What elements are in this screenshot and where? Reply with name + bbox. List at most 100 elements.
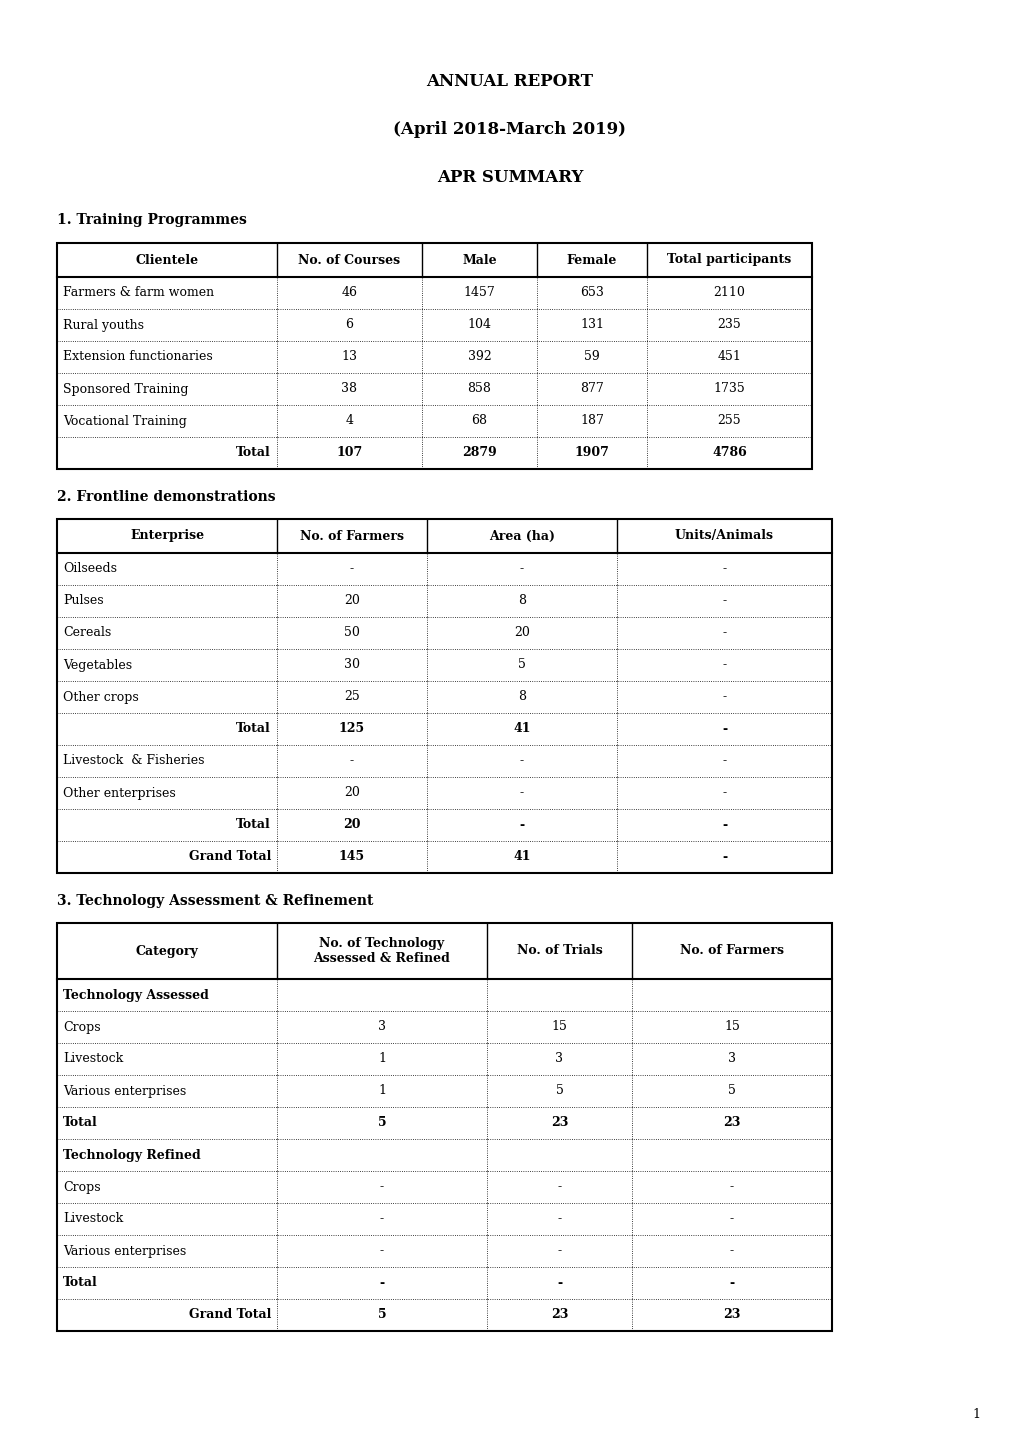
Text: 2879: 2879	[462, 447, 496, 460]
Text: Vegetables: Vegetables	[63, 659, 132, 672]
Text: 3: 3	[378, 1020, 385, 1033]
Text: 25: 25	[343, 690, 360, 703]
Text: 23: 23	[722, 1117, 740, 1130]
Text: 15: 15	[551, 1020, 567, 1033]
Text: 451: 451	[716, 350, 741, 363]
Text: 5: 5	[555, 1085, 562, 1098]
Text: 3. Technology Assessment & Refinement: 3. Technology Assessment & Refinement	[57, 893, 373, 908]
Bar	[57, 519, 832, 873]
Text: 8: 8	[518, 690, 526, 703]
Text: 20: 20	[343, 787, 360, 800]
Text: 858: 858	[467, 382, 491, 395]
Text: -: -	[730, 1212, 734, 1225]
Text: Grand Total: Grand Total	[189, 850, 271, 863]
Text: 131: 131	[580, 318, 603, 331]
Text: Extension functionaries: Extension functionaries	[63, 350, 213, 363]
Text: Total: Total	[236, 447, 271, 460]
Text: 877: 877	[580, 382, 603, 395]
Text: 46: 46	[341, 287, 357, 300]
Text: 2110: 2110	[713, 287, 745, 300]
Text: Various enterprises: Various enterprises	[63, 1245, 186, 1258]
Text: -: -	[350, 562, 354, 575]
Text: -: -	[520, 755, 524, 768]
Text: Other enterprises: Other enterprises	[63, 787, 175, 800]
Text: -: -	[520, 787, 524, 800]
Text: 5: 5	[728, 1085, 736, 1098]
Text: -: -	[379, 1212, 384, 1225]
Text: 13: 13	[341, 350, 357, 363]
Text: 68: 68	[471, 415, 487, 428]
Text: 392: 392	[467, 350, 491, 363]
Text: -: -	[379, 1245, 384, 1258]
Text: Area (ha): Area (ha)	[488, 529, 554, 542]
Text: Technology Assessed: Technology Assessed	[63, 989, 209, 1001]
Text: Rural youths: Rural youths	[63, 318, 144, 331]
Text: Enterprise: Enterprise	[129, 529, 204, 542]
Text: -: -	[729, 1277, 734, 1290]
Text: 1: 1	[378, 1085, 385, 1098]
Text: -: -	[721, 850, 727, 863]
Text: 5: 5	[377, 1308, 386, 1321]
Text: 15: 15	[723, 1020, 739, 1033]
Text: No. of Trials: No. of Trials	[516, 944, 602, 957]
Text: 8: 8	[518, 595, 526, 608]
Text: 50: 50	[343, 627, 360, 640]
Text: 125: 125	[338, 722, 365, 735]
Text: -: -	[721, 787, 726, 800]
Text: Farmers & farm women: Farmers & farm women	[63, 287, 214, 300]
Text: Sponsored Training: Sponsored Training	[63, 382, 189, 395]
Text: 5: 5	[518, 659, 526, 672]
Text: 4786: 4786	[711, 447, 746, 460]
Text: Other crops: Other crops	[63, 690, 139, 703]
Text: 59: 59	[584, 350, 599, 363]
Text: -: -	[721, 755, 726, 768]
Text: -: -	[730, 1180, 734, 1193]
Text: -: -	[721, 659, 726, 672]
Text: -: -	[721, 690, 726, 703]
Text: 1457: 1457	[464, 287, 495, 300]
Text: No. of Courses: No. of Courses	[299, 254, 400, 267]
Text: 3: 3	[728, 1052, 736, 1065]
Text: -: -	[721, 818, 727, 831]
Text: -: -	[730, 1245, 734, 1258]
Text: 653: 653	[580, 287, 603, 300]
Text: 23: 23	[722, 1308, 740, 1321]
Text: 1. Training Programmes: 1. Training Programmes	[57, 213, 247, 228]
Text: Grand Total: Grand Total	[189, 1308, 271, 1321]
Text: Female: Female	[567, 254, 616, 267]
Text: 1: 1	[378, 1052, 385, 1065]
Text: Clientele: Clientele	[136, 254, 199, 267]
Text: 20: 20	[343, 595, 360, 608]
Text: -: -	[557, 1212, 561, 1225]
Text: Cereals: Cereals	[63, 627, 111, 640]
Text: Livestock  & Fisheries: Livestock & Fisheries	[63, 755, 204, 768]
Text: 107: 107	[336, 447, 363, 460]
Bar	[57, 924, 832, 1331]
Text: 6: 6	[345, 318, 354, 331]
Bar	[57, 244, 811, 468]
Text: Category: Category	[136, 944, 198, 957]
Text: 235: 235	[717, 318, 741, 331]
Text: ANNUAL REPORT: ANNUAL REPORT	[426, 73, 593, 91]
Text: Male: Male	[462, 254, 496, 267]
Text: 23: 23	[550, 1117, 568, 1130]
Text: Total: Total	[236, 722, 271, 735]
Text: No. of Technology
Assessed & Refined: No. of Technology Assessed & Refined	[313, 937, 450, 965]
Text: Total: Total	[63, 1277, 98, 1290]
Text: APR SUMMARY: APR SUMMARY	[436, 170, 583, 186]
Text: Crops: Crops	[63, 1180, 101, 1193]
Text: -: -	[721, 595, 726, 608]
Text: 3: 3	[555, 1052, 562, 1065]
Text: 38: 38	[341, 382, 357, 395]
Text: -: -	[557, 1245, 561, 1258]
Text: 1: 1	[971, 1408, 979, 1421]
Text: -: -	[721, 562, 726, 575]
Text: 255: 255	[717, 415, 741, 428]
Text: Units/Animals: Units/Animals	[675, 529, 773, 542]
Text: 20: 20	[514, 627, 530, 640]
Text: -: -	[520, 562, 524, 575]
Text: -: -	[556, 1277, 561, 1290]
Text: Crops: Crops	[63, 1020, 101, 1033]
Text: -: -	[379, 1277, 384, 1290]
Text: No. of Farmers: No. of Farmers	[300, 529, 404, 542]
